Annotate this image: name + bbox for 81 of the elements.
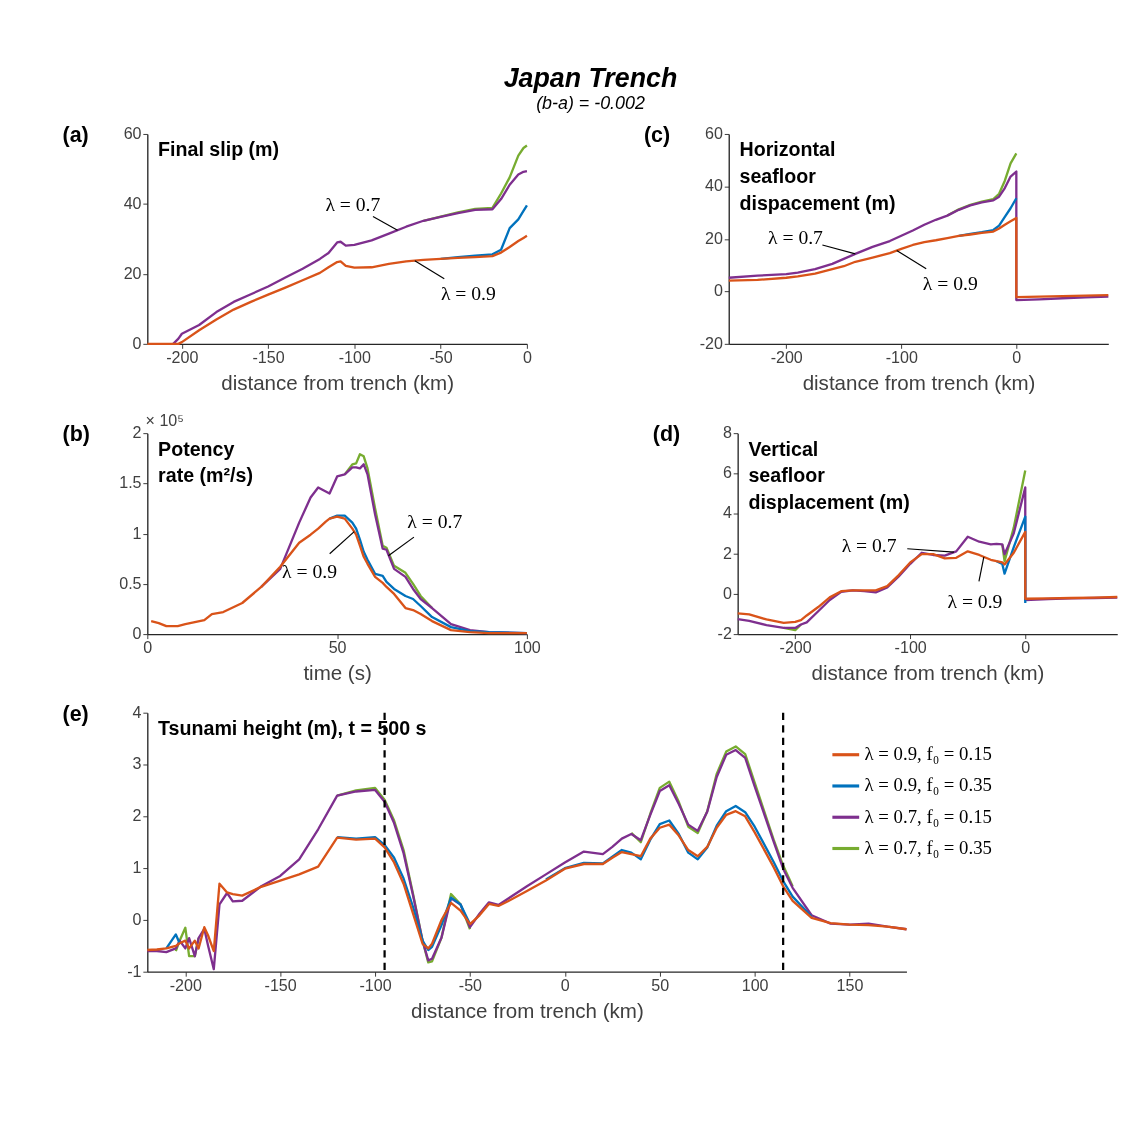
y-axis-title: Vertical seafloor displacement (m)	[748, 437, 910, 514]
line-series	[957, 197, 1018, 237]
x-tick-label: 100	[513, 638, 541, 657]
y-tick-label: 3	[132, 754, 142, 773]
y-tick-label: 0	[132, 909, 142, 928]
x-tick-label: 0	[522, 348, 532, 367]
x-axis-title: distance from trench (km)	[221, 370, 454, 394]
x-tick-label: -100	[885, 348, 918, 367]
x-tick-label: -50	[429, 348, 453, 367]
y-tick-label: 0	[132, 333, 142, 352]
y-tick-label: 0	[714, 281, 724, 300]
x-tick-label: -200	[166, 348, 199, 367]
x-tick-label: -100	[894, 638, 927, 657]
legend-label: λ = 0.9, f₀ = 0.15	[864, 743, 992, 765]
y-tick-label: -20	[699, 333, 724, 352]
y-tick-label: 8	[722, 423, 732, 442]
annotation: λ = 0.9	[922, 271, 978, 294]
x-axis-title: distance from trench (km)	[811, 661, 1045, 685]
x-tick-label: -50	[458, 975, 483, 994]
y-tick-label: 60	[123, 123, 142, 142]
x-tick-label: 50	[651, 975, 670, 994]
x-tick-label: -200	[779, 638, 812, 657]
y-tick-label: 4	[132, 702, 142, 721]
annotation: λ = 0.7	[841, 534, 897, 557]
y-tick-label: 40	[705, 176, 724, 195]
line-series	[172, 169, 529, 346]
x-tick-label: -100	[338, 348, 371, 367]
annotation: λ = 0.9	[282, 560, 338, 583]
line-series	[736, 530, 1119, 625]
y-tick-label: 20	[123, 263, 142, 282]
text: Japan Trench	[503, 62, 678, 93]
x-tick-label: 100	[741, 975, 769, 994]
y-tick-label: 2	[132, 423, 142, 442]
annotation: λ = 0.9	[947, 589, 1003, 612]
y-tick-label: 0	[132, 624, 142, 643]
legend-label: λ = 0.7, f₀ = 0.35	[864, 836, 992, 858]
y-tick-label: -2	[717, 624, 732, 643]
text: × 10⁵	[145, 411, 184, 430]
y-tick-label: 40	[123, 193, 142, 212]
x-tick-label: -150	[252, 348, 285, 367]
y-tick-label: 60	[705, 123, 724, 142]
y-tick-label: 2	[132, 806, 142, 825]
x-axis-title: distance from trench (km)	[802, 370, 1036, 394]
y-tick-label: 1	[132, 858, 142, 877]
y-tick-label: -1	[127, 961, 142, 980]
y-tick-label: 20	[705, 228, 724, 247]
y-tick-label: 0.5	[119, 573, 142, 592]
x-tick-label: -200	[169, 975, 202, 994]
x-tick-label: -100	[359, 975, 392, 994]
annotation: λ = 0.7	[407, 510, 463, 533]
annotation: λ = 0.7	[768, 226, 824, 249]
line-series	[727, 216, 1110, 299]
x-tick-label: 0	[1012, 348, 1022, 367]
x-tick-label: -200	[770, 348, 803, 367]
legend-label: λ = 0.9, f₀ = 0.35	[864, 774, 992, 796]
y-tick-label: 2	[722, 543, 732, 562]
text: (e)	[62, 701, 89, 726]
text: (c)	[643, 123, 671, 148]
text: (a)	[62, 123, 89, 148]
x-axis-title: time (s)	[303, 661, 372, 685]
x-tick-label: 50	[328, 638, 347, 657]
y-tick-label: 1	[132, 523, 142, 542]
annotation: λ = 0.9	[440, 281, 496, 304]
x-tick-label: 150	[836, 975, 864, 994]
text: (d)	[652, 422, 681, 447]
x-tick-label: 0	[1021, 638, 1031, 657]
y-tick-label: 6	[722, 463, 732, 482]
text: (b)	[62, 422, 90, 447]
y-tick-label: 0	[722, 583, 732, 602]
y-axis-title: Final slip (m)	[158, 138, 280, 161]
y-axis-title: Horizontal seafloor dispacement (m)	[739, 138, 896, 214]
x-axis-title: distance from trench (km)	[411, 998, 644, 1022]
y-axis-title: Tsunami height (m), t = 500 s	[158, 717, 427, 740]
x-tick-label: 0	[560, 975, 570, 994]
text: (b-a) = -0.002	[536, 93, 645, 113]
y-tick-label: 1.5	[119, 473, 142, 492]
legend-label: λ = 0.7, f₀ = 0.15	[864, 805, 992, 827]
y-tick-label: 4	[722, 503, 732, 522]
x-tick-label: -150	[264, 975, 297, 994]
y-axis-title: Potency rate (m²/s)	[158, 437, 253, 487]
annotation: λ = 0.7	[325, 193, 381, 216]
